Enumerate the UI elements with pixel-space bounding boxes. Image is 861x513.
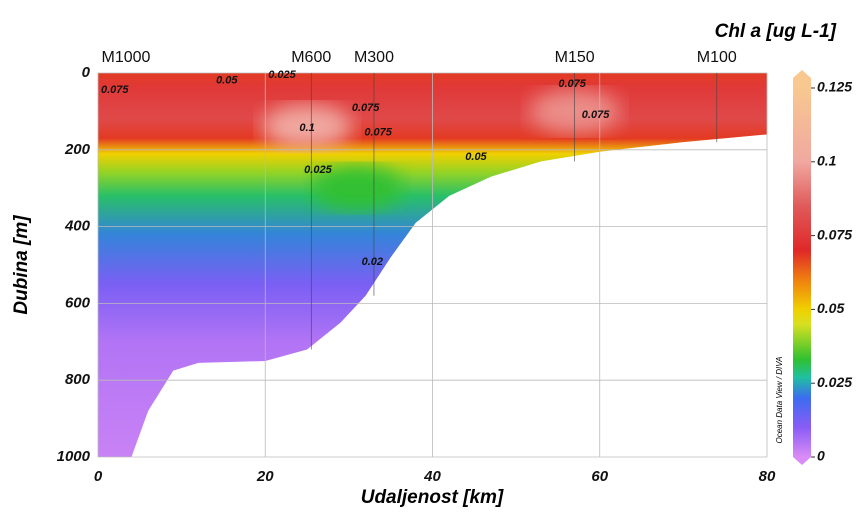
contour-label: 0.075 (558, 78, 586, 90)
overlay (97, 72, 768, 458)
colorbar-tick-label: 0.075 (817, 226, 852, 242)
y-tick-label: 0 (82, 64, 91, 81)
contour-label: 0.05 (216, 75, 238, 87)
x-tick-label: 80 (759, 468, 776, 485)
contour-label: 0.02 (362, 256, 383, 268)
y-tick-label: 1000 (57, 448, 91, 465)
station-label: M300 (354, 49, 394, 66)
x-tick-label: 20 (256, 468, 274, 485)
x-axis-label: Udaljenost [km] (361, 487, 504, 508)
colorbar-tick-label: 0.025 (817, 374, 852, 390)
x-tick-label: 40 (423, 468, 441, 485)
colorbar-cap (793, 70, 811, 88)
bottom-topography (131, 134, 767, 457)
station-label: M100 (697, 49, 737, 66)
credit: Ocean Data View / DIVA (775, 356, 784, 443)
colorbar-tick-label: 0 (817, 448, 825, 464)
contour-label: 0.075 (582, 109, 610, 121)
y-tick-label: 600 (65, 294, 91, 311)
contour-label: 0.075 (364, 126, 392, 138)
contour-label: 0.025 (304, 164, 332, 176)
colorbar-tick-label: 0.125 (817, 79, 852, 95)
x-tick-label: 0 (94, 468, 103, 485)
y-tick-label: 400 (64, 218, 91, 235)
x-tick-label: 60 (591, 468, 608, 485)
y-tick-label: 200 (64, 141, 91, 158)
highlight (262, 104, 353, 149)
colorbar-tick-label: 0.1 (817, 153, 837, 169)
y-axis-label: Dubina [m] (11, 215, 32, 315)
highlight (312, 166, 403, 211)
colorbar (793, 88, 811, 457)
colorbar-tick-label: 0.05 (817, 300, 844, 316)
station-label: M150 (555, 49, 595, 66)
field (98, 73, 767, 457)
colorbar-cap (793, 457, 811, 465)
station-label: M600 (291, 49, 331, 66)
y-tick-label: 800 (65, 371, 91, 388)
contour-label: 0.1 (299, 122, 314, 134)
station-label: M1000 (102, 49, 151, 66)
contour-label: 0.05 (465, 151, 487, 163)
contour-label: 0.075 (352, 102, 380, 114)
contour-label: 0.025 (268, 69, 296, 81)
chart-title: Chl a [ug L-1] (715, 21, 837, 42)
contour-label: 0.075 (101, 84, 129, 96)
